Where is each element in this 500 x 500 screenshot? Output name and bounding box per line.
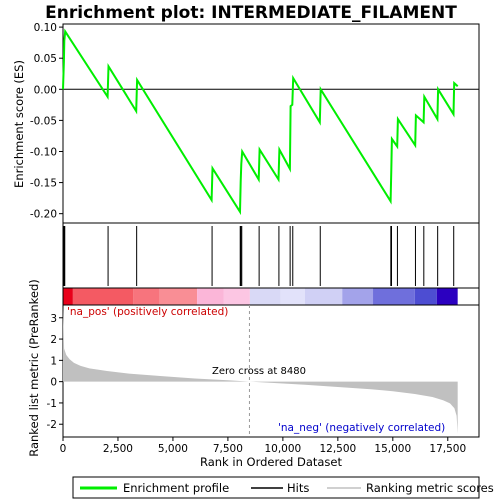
x-tick-label: 2,500 — [103, 443, 133, 455]
zero-cross-label: Zero cross at 8480 — [212, 366, 306, 377]
x-tick-label: 7,500 — [213, 443, 243, 455]
heatmap-segment — [159, 288, 198, 305]
es-panel: 0.10 0.05 0.00 -0.05 -0.10 -0.15 -0.20 Enrichm… — [12, 22, 480, 224]
es-y-tick-label: 0.05 — [34, 53, 57, 65]
enrichment-profile-line — [62, 28, 459, 216]
legend-enrichment-label: Enrichment profile — [123, 481, 229, 495]
es-y-tick-label: -0.10 — [30, 146, 57, 158]
hits-panel — [62, 222, 480, 289]
heatmap-segment — [223, 288, 250, 305]
es-y-axis-label: Enrichment score (ES) — [12, 60, 26, 188]
hits-area — [62, 222, 480, 289]
x-tick-label: 5,000 — [158, 443, 188, 455]
metric-plot-area — [62, 304, 480, 438]
metric-panel: 3 2 1 0 -1 -2 'na_pos' (positively correlated… — [27, 279, 480, 457]
heatmap-segment — [414, 288, 437, 305]
x-tick-label: 10,000 — [264, 443, 301, 455]
x-tick-label: 15,000 — [374, 443, 411, 455]
na-neg-label: 'na_neg' (negatively correlated) — [278, 422, 445, 434]
heatmap-segment — [63, 288, 73, 305]
metric-y-tick-label: 2 — [50, 334, 57, 346]
rank-heatmap-bar — [63, 288, 458, 305]
heatmap-segment — [373, 288, 415, 305]
metric-y-tick-label: 0 — [50, 377, 57, 389]
metric-y-ticks: 3 2 1 0 -1 -2 — [47, 313, 63, 431]
heatmap-segment — [197, 288, 224, 305]
heatmap-segment — [249, 288, 281, 305]
heatmap-segment — [304, 288, 343, 305]
na-pos-label: 'na_pos' (positively correlated) — [67, 306, 228, 318]
x-tick-label: 0 — [60, 443, 67, 455]
es-y-tick-label: -0.05 — [30, 115, 57, 127]
legend-metric-label: Ranking metric scores — [366, 481, 494, 495]
heatmap-segment — [342, 288, 374, 305]
es-y-tick-label: -0.15 — [30, 178, 57, 190]
chart-title: Enrichment plot: INTERMEDIATE_FILAMENT — [45, 3, 457, 23]
metric-y-tick-label: -1 — [47, 398, 57, 410]
metric-y-tick-label: -2 — [47, 419, 57, 431]
es-plot-area — [62, 23, 480, 224]
x-tick-label: 12,500 — [319, 443, 356, 455]
heatmap-segment — [133, 288, 160, 305]
es-y-tick-label: -0.20 — [30, 209, 57, 221]
heatmap-segment — [280, 288, 305, 305]
hit-marks — [62, 226, 455, 286]
x-axis-label: Rank in Ordered Dataset — [200, 455, 343, 469]
x-axis-ticks: 0 2,500 5,000 7,500 10,000 12,500 15,000 17,500 — [60, 437, 466, 455]
metric-y-tick-label: 1 — [50, 355, 57, 367]
legend-hits-label: Hits — [287, 481, 309, 495]
es-y-tick-label: 0.10 — [34, 22, 57, 34]
heatmap-segment — [72, 288, 134, 305]
es-y-tick-label: 0.00 — [34, 84, 57, 96]
legend: Enrichment profile Hits Ranking metric s… — [72, 476, 494, 499]
metric-y-tick-label: 3 — [50, 313, 57, 325]
x-tick-label: 17,500 — [429, 443, 466, 455]
heatmap-segment — [436, 288, 458, 305]
metric-y-axis-label: Ranked list metric (PreRanked) — [27, 279, 41, 457]
es-y-ticks: 0.10 0.05 0.00 -0.05 -0.10 -0.15 -0.20 — [30, 22, 63, 221]
